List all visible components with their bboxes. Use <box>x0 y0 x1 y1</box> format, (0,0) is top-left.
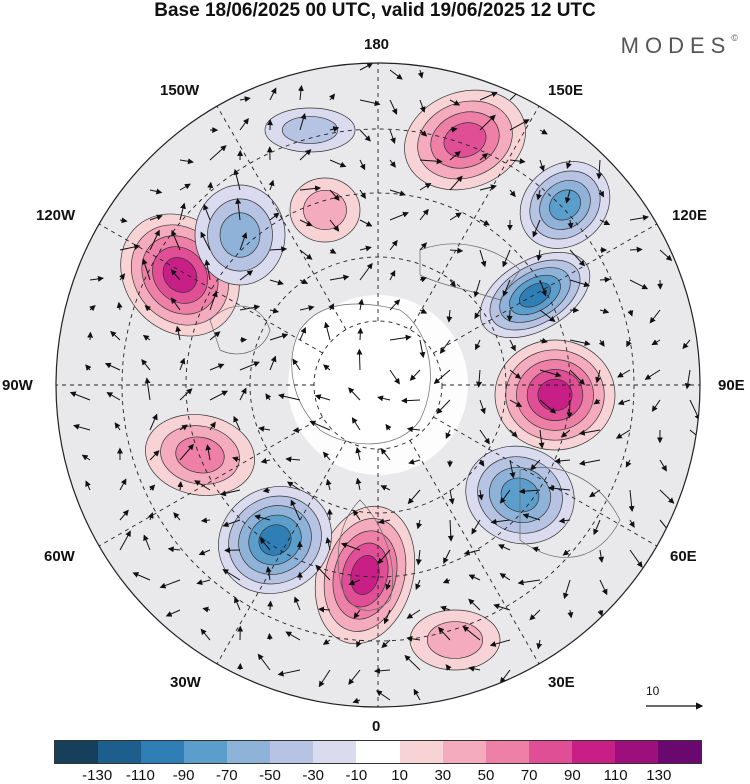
colorbar-tick-label: -130 <box>82 767 112 784</box>
colorbar-swatch <box>184 741 227 763</box>
lon-label-120w: 120W <box>36 207 75 224</box>
colorbar-tick-label: -90 <box>173 767 195 784</box>
colorbar-swatch <box>658 741 701 763</box>
wind-arrow <box>360 329 361 340</box>
wind-arrow <box>359 350 360 370</box>
anomaly-contour <box>282 116 337 143</box>
wind-arrow <box>294 430 300 431</box>
colorbar-swatch <box>313 741 356 763</box>
wind-arrow <box>509 310 510 321</box>
colorbar-swatch <box>55 741 98 763</box>
colorbar-tick-label: -30 <box>302 767 324 784</box>
colorbar-swatch <box>356 741 399 763</box>
colorbar-tick-label: -70 <box>216 767 238 784</box>
colorbar-swatch <box>98 741 141 763</box>
lon-label-0: 0 <box>372 718 380 735</box>
colorbar-tick-label: 90 <box>564 767 581 784</box>
lon-label-150e: 150E <box>548 82 583 99</box>
colorbar-swatch <box>270 741 313 763</box>
colorbar-tick-label: 10 <box>391 767 408 784</box>
wind-arrow <box>269 634 270 640</box>
anomaly-contour <box>303 190 346 229</box>
wind-arrow <box>630 249 642 250</box>
wind-arrow <box>270 602 271 610</box>
lon-label-60w: 60W <box>44 548 75 565</box>
colorbar-tick-label: 130 <box>646 767 671 784</box>
colorbar-tick-label: -110 <box>126 767 155 784</box>
colorbar-swatch <box>486 741 529 763</box>
anomaly-contour <box>427 622 482 659</box>
colorbar-tick-label: -10 <box>346 767 368 784</box>
lon-label-180: 180 <box>364 36 389 53</box>
lon-label-30e: 30E <box>548 674 575 691</box>
colorbar-swatch <box>443 741 486 763</box>
colorbar <box>54 740 702 764</box>
colorbar-swatch <box>572 741 615 763</box>
colorbar-swatch <box>615 741 658 763</box>
lon-label-90e: 90E <box>718 377 745 394</box>
colorbar-tick-label: 50 <box>478 767 495 784</box>
colorbar-swatch <box>400 741 443 763</box>
wind-arrow <box>600 279 610 280</box>
colorbar-swatch <box>227 741 270 763</box>
lon-label-150w: 150W <box>160 82 199 99</box>
wind-arrow <box>569 400 570 418</box>
colorbar-swatch <box>141 741 184 763</box>
lon-label-30w: 30W <box>170 674 201 691</box>
colorbar-swatch <box>529 741 572 763</box>
colorbar-tick-label: 30 <box>434 767 451 784</box>
lon-label-60e: 60E <box>670 548 697 565</box>
lon-label-120e: 120E <box>672 207 707 224</box>
colorbar-tick-label: 110 <box>604 767 628 784</box>
colorbar-tick-label: -50 <box>259 767 281 784</box>
anomaly-contour <box>538 379 572 410</box>
reference-vector-label: 10 <box>646 684 659 698</box>
lon-label-90w: 90W <box>2 377 33 394</box>
colorbar-tick-label: 70 <box>521 767 538 784</box>
